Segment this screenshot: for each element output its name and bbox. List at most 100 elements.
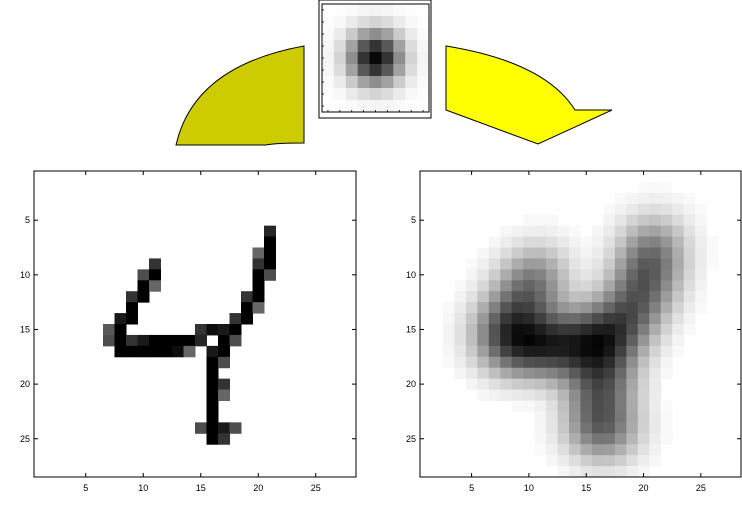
pixel-cell — [500, 225, 513, 238]
pixel-cell — [114, 334, 127, 347]
pixel-cell — [465, 302, 478, 314]
pixel-cell — [626, 236, 639, 248]
pixel-cell — [649, 378, 662, 391]
pixel-cell — [637, 258, 650, 270]
pixel-cell — [534, 258, 547, 270]
pixel-cell — [500, 280, 513, 292]
pixel-cell — [660, 181, 673, 194]
pixel-cell — [206, 367, 219, 380]
pixel-cell — [488, 302, 501, 314]
pixel-cell — [229, 422, 242, 434]
kernel-cell — [417, 64, 430, 77]
kernel-cell — [417, 16, 430, 29]
pixel-cell — [149, 258, 161, 270]
pixel-cell — [557, 367, 570, 380]
pixel-cell — [649, 280, 662, 292]
pixel-cell — [534, 302, 547, 314]
pixel-cell — [252, 269, 265, 281]
pixel-cell — [660, 280, 673, 292]
pixel-cell — [649, 433, 662, 445]
pixel-cell — [546, 345, 559, 358]
pixel-cell — [695, 214, 708, 227]
pixel-cell — [546, 367, 559, 380]
pixel-cell — [206, 400, 219, 412]
original-tick-labels: 5 10 15 20 25 5 10 15 20 25 — [20, 215, 321, 493]
pixel-cell — [637, 280, 650, 292]
pixel-cell — [206, 324, 219, 336]
pixel-cell — [649, 444, 662, 456]
arrow-left-curve — [175, 45, 305, 146]
pixel-cell — [557, 236, 570, 248]
pixel-cell — [683, 324, 696, 336]
x-tick-label: 25 — [311, 483, 321, 493]
pixel-cell — [591, 324, 604, 336]
pixel-cell — [523, 400, 536, 412]
pixel-cell — [114, 313, 127, 325]
pixel-cell — [591, 378, 604, 391]
pixel-cell — [546, 433, 559, 445]
pixel-cell — [614, 324, 627, 336]
pixel-cell — [523, 247, 536, 259]
pixel-cell — [683, 192, 696, 205]
pixel-cell — [580, 291, 593, 303]
kernel-cell — [393, 100, 406, 113]
pixel-cell — [511, 367, 524, 380]
pixel-cell — [603, 444, 616, 456]
pixel-cell — [557, 302, 570, 314]
pixel-cell — [637, 411, 650, 423]
kernel-cell — [393, 28, 406, 41]
pixel-cell — [488, 291, 501, 303]
pixel-cell — [591, 367, 604, 380]
pixel-cell — [511, 389, 524, 401]
pixel-cell — [637, 334, 650, 347]
pixel-cell — [523, 291, 536, 303]
pixel-cell — [183, 345, 196, 358]
pixel-cell — [546, 400, 559, 412]
pixel-cell — [660, 400, 673, 412]
pixel-cell — [511, 324, 524, 336]
pixel-cell — [649, 313, 662, 325]
pixel-cell — [557, 422, 570, 434]
pixel-cell — [614, 203, 627, 216]
pixel-cell — [172, 334, 184, 347]
pixel-cell — [626, 313, 639, 325]
pixel-cell — [660, 203, 673, 216]
kernel-cell — [322, 16, 335, 29]
pixel-cell — [660, 247, 673, 259]
pixel-cell — [546, 389, 559, 401]
original-axis-ticks — [34, 171, 356, 477]
pixel-cell — [534, 422, 547, 434]
pixel-cell — [454, 324, 467, 336]
pixel-cell — [546, 356, 559, 369]
pixel-cell — [534, 225, 547, 238]
pixel-cell — [465, 378, 478, 391]
pixel-cell — [649, 367, 662, 380]
pixel-cell — [218, 433, 230, 445]
kernel-cell — [322, 28, 335, 41]
pixel-cell — [626, 258, 639, 270]
pixel-cell — [477, 302, 490, 314]
pixel-cell — [614, 269, 627, 281]
pixel-cell — [614, 247, 627, 259]
pixel-cell — [569, 236, 581, 248]
pixel-cell — [442, 302, 455, 314]
pixel-cell — [569, 466, 581, 478]
pixel-cell — [488, 280, 501, 292]
pixel-cell — [580, 378, 593, 391]
pixel-cell — [649, 247, 662, 259]
pixel-cell — [660, 225, 673, 238]
pixel-cell — [442, 334, 455, 347]
pixel-cell — [672, 345, 685, 358]
pixel-cell — [683, 313, 696, 325]
pixel-cell — [488, 345, 501, 358]
pixel-cell — [511, 356, 524, 369]
pixel-cell — [218, 378, 230, 391]
pixel-cell — [454, 302, 467, 314]
pixel-cell — [637, 291, 650, 303]
pixel-cell — [614, 444, 627, 456]
pixel-cell — [218, 389, 230, 401]
kernel-cell — [333, 100, 347, 113]
pixel-cell — [591, 334, 604, 347]
kernel-cell — [333, 88, 347, 101]
pixel-cell — [637, 444, 650, 456]
